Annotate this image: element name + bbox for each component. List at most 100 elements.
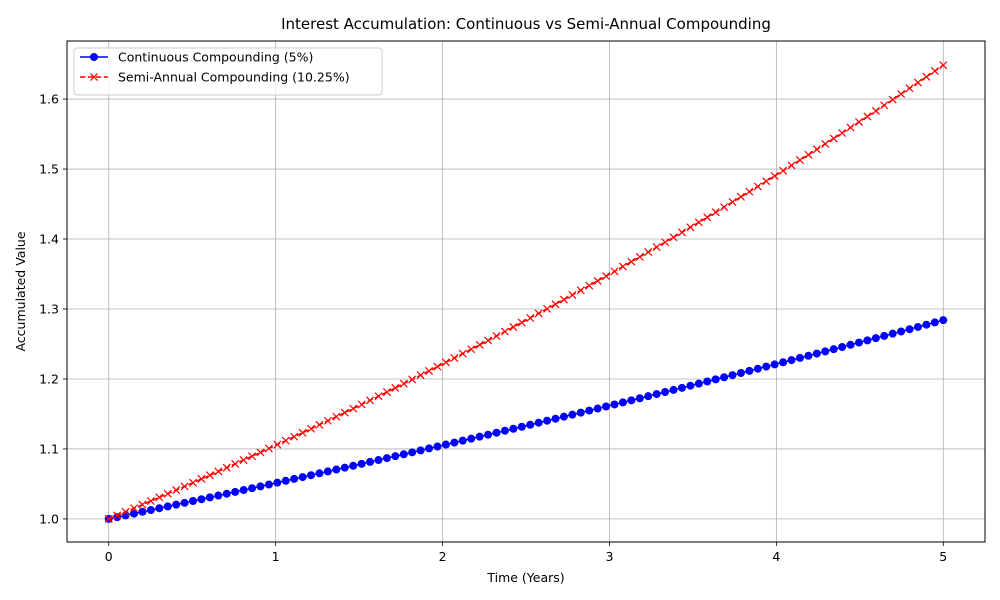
data-point: [795, 353, 804, 362]
data-point: [559, 295, 568, 304]
x-tick-label: 0: [105, 549, 113, 564]
data-point: [585, 281, 594, 290]
y-tick-label: 1.3: [39, 301, 59, 316]
data-point: [838, 342, 847, 351]
data-point: [677, 228, 686, 237]
data-point: [399, 450, 408, 459]
data-point: [349, 404, 358, 413]
data-point: [467, 345, 476, 354]
data-point: [610, 400, 619, 409]
data-point: [703, 377, 712, 386]
data-point: [484, 336, 493, 345]
data-point: [290, 432, 299, 441]
data-point: [762, 177, 771, 186]
data-point: [399, 379, 408, 388]
data-point: [897, 89, 906, 98]
data-point: [644, 392, 653, 401]
data-point: [264, 480, 273, 489]
data-point: [551, 300, 560, 309]
data-point: [256, 448, 265, 457]
data-point: [661, 388, 670, 397]
data-point: [374, 392, 383, 401]
data-point: [374, 456, 383, 465]
data-point: [686, 381, 695, 390]
data-point: [736, 192, 745, 201]
data-point: [121, 507, 130, 516]
data-point: [930, 67, 939, 76]
data-point: [500, 327, 509, 336]
data-point: [104, 514, 113, 523]
data-point: [408, 375, 417, 384]
data-point: [163, 502, 172, 511]
data-point: [366, 396, 375, 405]
data-point: [222, 463, 231, 472]
data-point: [290, 474, 299, 483]
data-point: [357, 400, 366, 409]
legend-marker: [90, 53, 98, 61]
data-point: [905, 325, 914, 334]
data-point: [416, 446, 425, 455]
data-point: [222, 489, 231, 498]
data-point: [526, 420, 535, 429]
data-point: [138, 500, 147, 509]
data-point: [323, 467, 332, 476]
data-point: [382, 388, 391, 397]
data-point: [821, 139, 830, 148]
data-point: [576, 286, 585, 295]
data-point: [526, 313, 535, 323]
data-point: [821, 347, 830, 356]
data-point: [854, 338, 863, 347]
data-point: [787, 356, 796, 365]
series-line: [108, 319, 944, 520]
y-tick-label: 1.5: [39, 162, 59, 177]
data-point: [146, 496, 155, 506]
data-point: [829, 134, 838, 143]
series-line: [108, 64, 944, 520]
data-point: [728, 371, 737, 380]
data-point: [804, 351, 813, 360]
data-point: [517, 318, 526, 327]
data-point: [492, 331, 501, 341]
data-point: [155, 493, 164, 502]
data-point: [349, 461, 358, 470]
data-point: [298, 473, 307, 482]
data-point: [551, 414, 560, 423]
x-axis-label: Time (Years): [486, 570, 564, 585]
data-point: [264, 444, 273, 453]
data-point: [189, 478, 198, 487]
y-tick-label: 1.0: [39, 511, 59, 526]
data-point: [509, 323, 518, 332]
y-tick-label: 1.2: [39, 371, 59, 386]
data-point: [829, 345, 838, 354]
data-point: [130, 509, 139, 518]
data-point: [854, 117, 863, 127]
y-axis-label: Accumulated Value: [13, 231, 28, 351]
data-point: [602, 272, 611, 281]
data-point: [720, 373, 729, 382]
data-point: [863, 112, 872, 121]
data-point: [694, 379, 703, 388]
x-tick-label: 2: [439, 549, 447, 564]
data-point: [425, 366, 434, 375]
data-point: [517, 422, 526, 431]
data-point: [736, 369, 745, 378]
data-point: [779, 166, 788, 175]
data-point: [686, 223, 695, 232]
data-point: [450, 438, 459, 447]
data-point: [880, 101, 889, 110]
data-point: [618, 398, 627, 407]
data-point: [661, 238, 670, 247]
data-point: [214, 467, 223, 476]
legend-label: Continuous Compounding (5%): [118, 50, 313, 65]
data-point: [450, 353, 459, 363]
y-tick-label: 1.1: [39, 441, 59, 456]
data-point: [366, 457, 375, 466]
axis-ticks: 0 1 2 3 4 5 1.0 1.1 1.2 1.3 1.4 1.5 1.6: [39, 92, 947, 564]
data-point: [180, 482, 189, 491]
data-point: [231, 459, 240, 468]
data-point: [433, 362, 442, 371]
y-tick-label: 1.4: [39, 232, 59, 247]
grid: [67, 41, 985, 542]
x-tick-label: 4: [772, 549, 780, 564]
